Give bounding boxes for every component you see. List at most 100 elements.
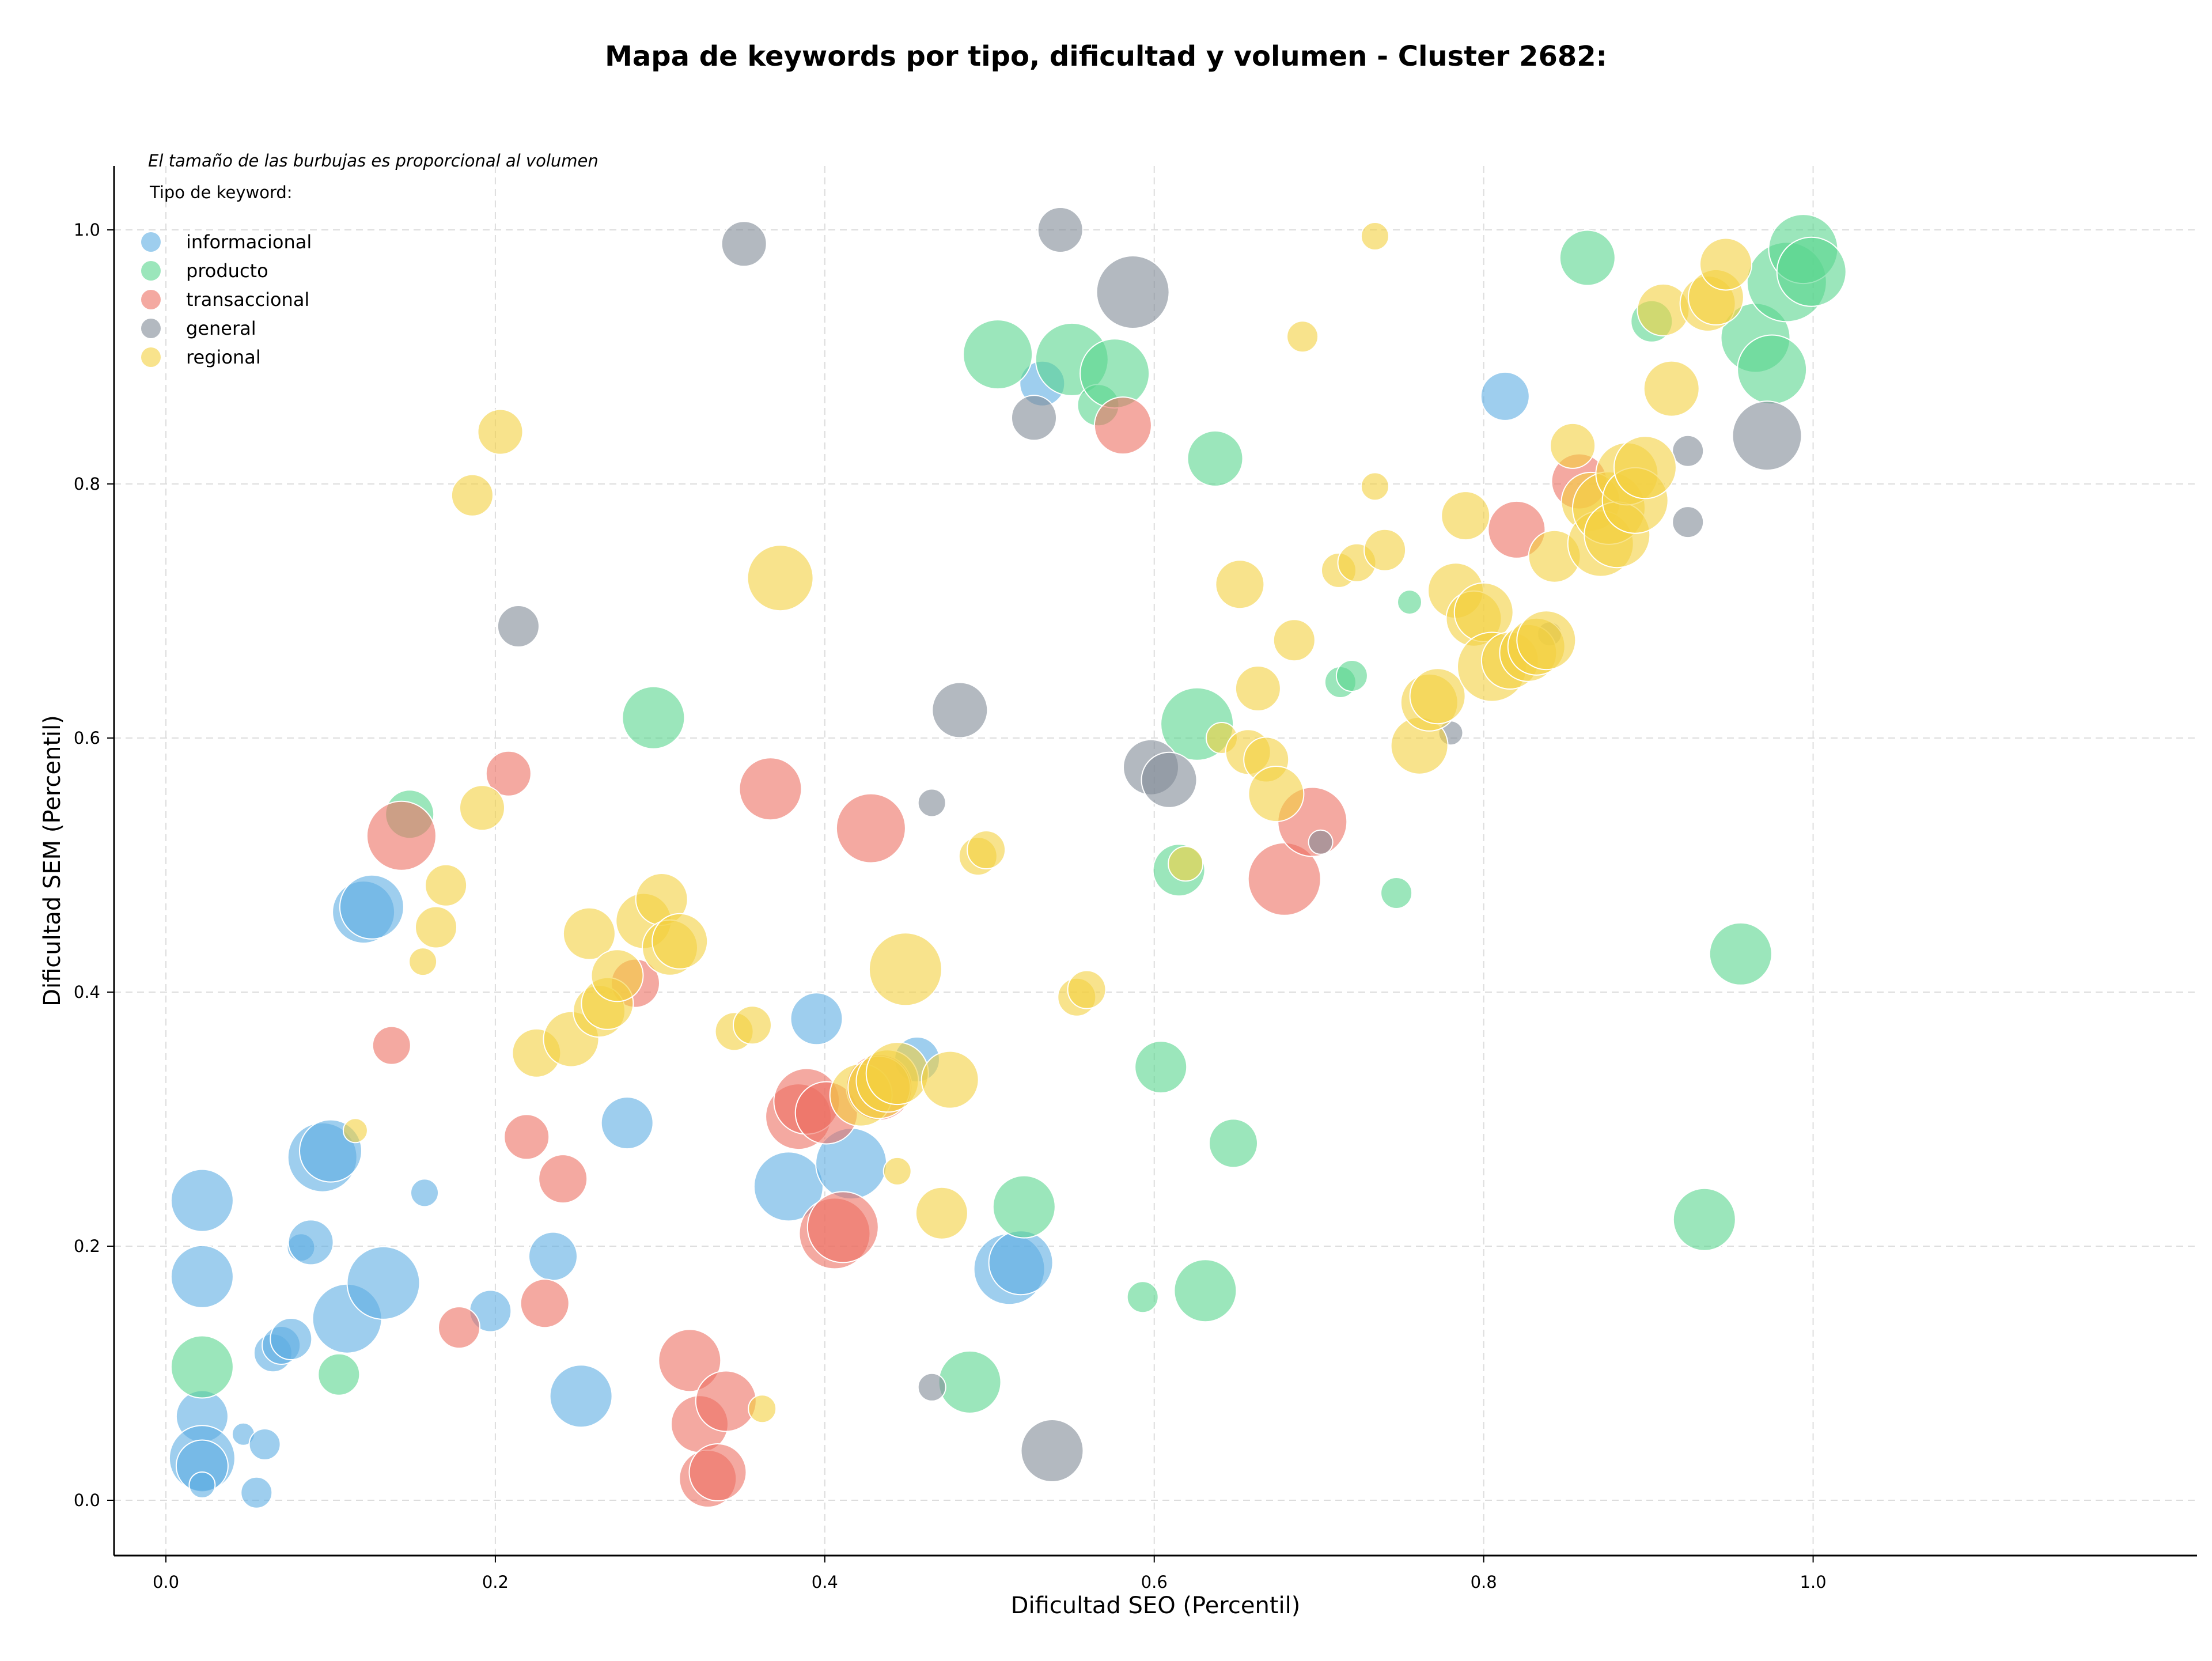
bubble-regional [882,1156,912,1186]
bubble-producto [1380,877,1413,909]
bubble-regional [459,785,505,831]
bubble-informacional [170,1244,234,1308]
bubble-regional [748,1394,777,1424]
bubble-regional [1516,610,1577,671]
bubble-informacional [248,1428,281,1461]
bubble-producto [1737,334,1808,405]
y-tick-label: 0.6 [74,728,100,748]
bubble-producto [1126,1281,1159,1314]
bubble-general [917,1372,946,1402]
bubble-general [497,605,540,648]
bubble-producto [317,1353,361,1396]
x-tick-label: 0.8 [1471,1572,1497,1592]
bubble-regional [1550,422,1596,469]
bubble-informacional [170,1168,234,1232]
bubble-transaccional [695,1370,757,1432]
legend-label: regional [186,346,261,368]
y-tick-label: 0.2 [74,1236,100,1256]
legend-marker [141,232,161,252]
y-tick-label: 1.0 [74,220,100,240]
bubble-general [1020,1419,1084,1482]
bubble-informacional [600,1096,654,1150]
bubble-informacional [287,1219,334,1266]
bubble-regional [415,906,457,949]
bubble-regional [590,949,644,1002]
bubble-regional [562,907,616,960]
bubble-general [1096,255,1170,329]
series-producto [170,214,1847,1414]
bubble-producto [1559,229,1616,286]
bubble-regional [1286,320,1319,353]
bubble-producto [622,686,685,750]
bubble-producto [1134,1041,1188,1094]
bubble-general [1037,207,1084,253]
bubble-informacional [270,1318,313,1360]
bubble-regional [1248,766,1305,822]
bubble-general [1672,506,1705,539]
bubble-regional [652,913,709,970]
series-regional [342,222,1752,1424]
bubble-producto [1209,1118,1258,1168]
bubble-transaccional [503,1114,550,1160]
bubble-regional [915,1186,968,1240]
bubble-regional [868,932,942,1007]
bubble-informacional [346,1246,421,1320]
bubble-transaccional [538,1154,588,1204]
y-tick-label: 0.8 [74,474,100,494]
bubble-general [1672,434,1705,467]
bubble-informacional [410,1178,439,1208]
bubble-regional [1441,491,1491,541]
legend-title: Tipo de keyword: [149,183,293,202]
bubble-regional [921,1050,979,1109]
bubble-general [721,221,767,267]
bubble-regional [342,1118,368,1144]
bubble-general [1011,395,1057,441]
legend-marker [141,290,161,309]
bubble-producto [1173,1259,1237,1323]
bubble-producto [963,319,1033,390]
bubble-general [1308,829,1334,855]
bubble-transaccional [366,800,437,871]
bubble-regional [1215,559,1265,610]
bubble-regional [1272,619,1316,662]
bubble-transaccional [738,757,802,821]
bubble-general [917,788,946,818]
legend-marker [141,347,161,367]
ticks: 0.0 0.2 0.4 0.6 0.8 1.0 0.0 0.2 0.4 0.6 0.8 1.0 [74,220,1827,1592]
y-tick-label: 0.4 [74,982,100,1002]
bubble-transaccional [438,1306,480,1349]
bubble-regional [1360,472,1389,501]
bubble-transaccional [485,750,532,797]
series-informacional [168,360,1530,1509]
bubble-layer [168,207,1847,1509]
bubble-producto [938,1350,1002,1414]
bubble-producto [1335,660,1368,692]
bubble-regional [408,947,438,977]
bubble-producto [1776,236,1847,307]
bubble-producto [1397,589,1422,615]
bubble-regional [865,1042,929,1106]
legend-label: general [186,317,256,339]
bubble-regional [747,544,814,612]
bubble-general [931,682,988,739]
bubble-informacional [1480,371,1530,421]
x-tick-label: 0.4 [812,1572,838,1592]
legend-label: transaccional [186,289,309,311]
bubble-regional [1363,528,1407,572]
bubble-producto [170,1335,234,1399]
bubble-regional [1409,668,1466,725]
bubble-informacional [790,992,843,1046]
bubble-producto [1672,1187,1736,1251]
bubble-regional [1360,222,1389,251]
bubble-regional [1613,436,1677,500]
bubble-informacional [240,1476,273,1509]
bubble-transaccional [1487,500,1546,559]
bubble-informacional [549,1364,613,1428]
bubble-regional [450,474,494,517]
bubble-regional [1643,360,1700,417]
bubble-general [1141,751,1198,808]
bubble-informacional [753,1151,824,1222]
x-tick-label: 0.2 [482,1572,509,1592]
series-general [497,207,1802,1482]
